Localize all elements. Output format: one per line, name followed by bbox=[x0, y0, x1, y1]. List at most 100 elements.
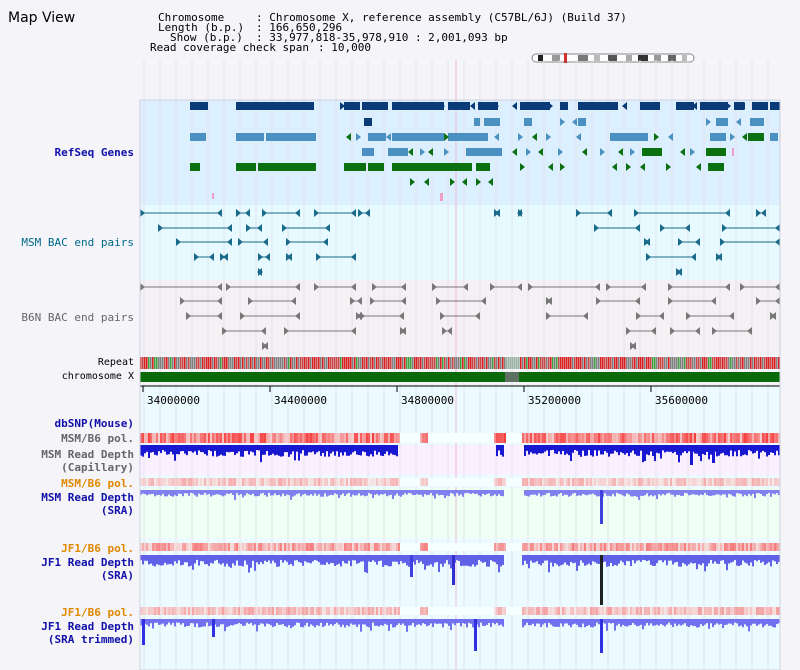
depth-bar bbox=[248, 490, 250, 495]
track-label-msm-depth-sra[interactable]: MSM Read Depth bbox=[41, 491, 134, 504]
track-label-jf1-depth-trim[interactable]: JF1 Read Depth bbox=[41, 620, 134, 633]
bac-end-marker bbox=[490, 283, 495, 291]
depth-bar bbox=[320, 490, 322, 497]
bac-end-marker bbox=[227, 238, 232, 246]
pol-heat-cell bbox=[258, 478, 260, 486]
depth-bar bbox=[644, 619, 646, 626]
depth-bar bbox=[632, 445, 634, 451]
depth-bar bbox=[266, 490, 268, 497]
pol-heat-cell bbox=[520, 543, 522, 551]
repeat-segment bbox=[696, 357, 698, 369]
track-label-jf1-depth-sra[interactable]: JF1 Read Depth bbox=[41, 556, 134, 569]
depth-bar bbox=[702, 555, 704, 564]
depth-bar bbox=[654, 490, 656, 496]
depth-bar bbox=[246, 555, 248, 565]
depth-bar bbox=[278, 619, 280, 625]
track-label-jf1-pol-2[interactable]: JF1/B6 pol. bbox=[61, 606, 134, 619]
depth-bar bbox=[624, 555, 626, 566]
pol-heat-cell bbox=[176, 543, 178, 551]
repeat-segment bbox=[690, 357, 692, 369]
depth-bar bbox=[620, 555, 622, 561]
pol-heat-cell bbox=[382, 478, 384, 486]
depth-spike bbox=[600, 555, 603, 605]
pol-heat-cell bbox=[296, 607, 298, 615]
depth-bar bbox=[536, 445, 538, 455]
repeat-segment bbox=[714, 357, 716, 369]
depth-bar bbox=[364, 445, 366, 453]
depth-bar bbox=[248, 619, 250, 624]
track-label-msm-bac[interactable]: MSM BAC end pairs bbox=[21, 236, 134, 249]
pol-heat-cell bbox=[562, 433, 564, 443]
repeat-segment bbox=[656, 357, 658, 369]
pol-heat-cell bbox=[378, 607, 380, 615]
pol-heat-cell bbox=[272, 433, 274, 443]
pol-heat-cell bbox=[642, 478, 644, 486]
chromosome-ideogram[interactable] bbox=[530, 52, 696, 64]
pol-heat-cell bbox=[604, 607, 606, 615]
pol-heat-cell bbox=[400, 433, 402, 443]
pol-heat-cell bbox=[140, 543, 142, 551]
depth-bar bbox=[324, 490, 326, 494]
pol-heat-cell bbox=[396, 433, 398, 443]
pol-heat-cell bbox=[484, 607, 486, 615]
track-label-jf1-pol-1[interactable]: JF1/B6 pol. bbox=[61, 542, 134, 555]
gene-arrow bbox=[444, 133, 449, 141]
pol-heat-cell bbox=[284, 433, 286, 443]
depth-bar bbox=[156, 490, 158, 496]
pol-heat-cell bbox=[208, 543, 210, 551]
pol-heat-cell bbox=[668, 543, 670, 551]
track-label-msm-depth-cap[interactable]: MSM Read Depth bbox=[41, 448, 134, 461]
pol-heat-cell bbox=[614, 433, 616, 443]
bac-end-marker bbox=[286, 238, 291, 246]
depth-bar bbox=[734, 490, 736, 497]
pol-heat-cell bbox=[466, 607, 468, 615]
pol-heat-cell bbox=[470, 478, 472, 486]
repeat-segment bbox=[744, 357, 746, 369]
pol-heat-cell bbox=[468, 433, 470, 443]
pol-heat-cell bbox=[394, 543, 396, 551]
gene-arrow bbox=[630, 148, 635, 156]
depth-bar bbox=[636, 490, 638, 497]
track-label-dbsnp[interactable]: dbSNP(Mouse) bbox=[54, 417, 134, 430]
depth-bar bbox=[634, 490, 636, 497]
depth-bar bbox=[344, 555, 346, 564]
pol-heat-cell bbox=[334, 607, 336, 615]
pol-heat-cell bbox=[374, 478, 376, 486]
depth-bar bbox=[682, 445, 684, 453]
depth-bar bbox=[726, 445, 728, 456]
bac-end-marker bbox=[740, 283, 745, 291]
track-label-msm-pol-1[interactable]: MSM/B6 pol. bbox=[61, 432, 134, 445]
gene-arrow bbox=[654, 133, 659, 141]
depth-bar bbox=[450, 619, 452, 631]
depth-bar bbox=[642, 555, 644, 560]
pol-heat-cell bbox=[432, 433, 434, 443]
track-label-msm-pol-2[interactable]: MSM/B6 pol. bbox=[61, 477, 134, 490]
pol-heat-cell bbox=[772, 433, 774, 443]
pol-heat-cell bbox=[220, 433, 222, 443]
pol-heat-cell bbox=[224, 607, 226, 615]
pol-heat-cell bbox=[388, 607, 390, 615]
depth-bar bbox=[648, 490, 650, 497]
depth-bar bbox=[276, 490, 278, 496]
pol-heat-cell bbox=[508, 433, 510, 443]
pol-heat-cell bbox=[664, 543, 666, 551]
pol-heat-cell bbox=[706, 433, 708, 443]
gene-arrow bbox=[408, 148, 413, 156]
depth-bar bbox=[156, 555, 158, 565]
pol-heat-cell bbox=[408, 607, 410, 615]
track-label-repeat[interactable]: Repeat bbox=[97, 357, 134, 368]
pol-heat-cell bbox=[314, 433, 316, 443]
pol-heat-cell bbox=[450, 433, 452, 443]
depth-bar bbox=[404, 490, 406, 494]
pol-heat-cell bbox=[378, 478, 380, 486]
track-label-b6n-bac[interactable]: B6N BAC end pairs bbox=[21, 311, 134, 324]
depth-bar bbox=[696, 490, 698, 495]
depth-bar bbox=[396, 490, 398, 494]
depth-bar bbox=[500, 490, 502, 497]
track-label-refseq[interactable]: RefSeq Genes bbox=[54, 146, 134, 159]
pol-heat-cell bbox=[402, 433, 404, 443]
pol-heat-cell bbox=[206, 478, 208, 486]
depth-bar bbox=[766, 619, 768, 624]
depth-bar bbox=[230, 445, 232, 452]
